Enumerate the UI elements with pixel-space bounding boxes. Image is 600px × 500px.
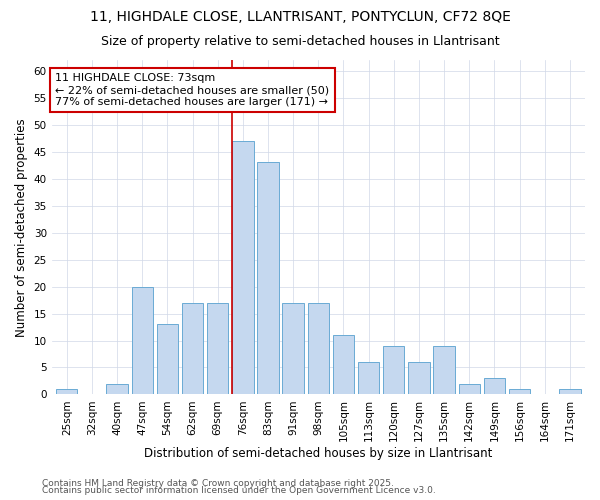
Bar [358,362,379,394]
Bar [559,389,581,394]
X-axis label: Distribution of semi-detached houses by size in Llantrisant: Distribution of semi-detached houses by … [144,447,493,460]
Bar [207,303,229,394]
Text: 11, HIGHDALE CLOSE, LLANTRISANT, PONTYCLUN, CF72 8QE: 11, HIGHDALE CLOSE, LLANTRISANT, PONTYCL… [89,10,511,24]
Bar [333,335,354,394]
Bar [308,303,329,394]
Bar [383,346,404,395]
Bar [458,384,480,394]
Bar [484,378,505,394]
Text: Contains HM Land Registry data © Crown copyright and database right 2025.: Contains HM Land Registry data © Crown c… [42,478,394,488]
Bar [433,346,455,395]
Bar [56,389,77,394]
Bar [157,324,178,394]
Bar [283,303,304,394]
Bar [131,286,153,395]
Text: Size of property relative to semi-detached houses in Llantrisant: Size of property relative to semi-detach… [101,35,499,48]
Text: 11 HIGHDALE CLOSE: 73sqm
← 22% of semi-detached houses are smaller (50)
77% of s: 11 HIGHDALE CLOSE: 73sqm ← 22% of semi-d… [55,74,329,106]
Text: Contains public sector information licensed under the Open Government Licence v3: Contains public sector information licen… [42,486,436,495]
Bar [106,384,128,394]
Bar [232,141,254,395]
Bar [257,162,279,394]
Bar [182,303,203,394]
Y-axis label: Number of semi-detached properties: Number of semi-detached properties [15,118,28,336]
Bar [408,362,430,394]
Bar [509,389,530,394]
